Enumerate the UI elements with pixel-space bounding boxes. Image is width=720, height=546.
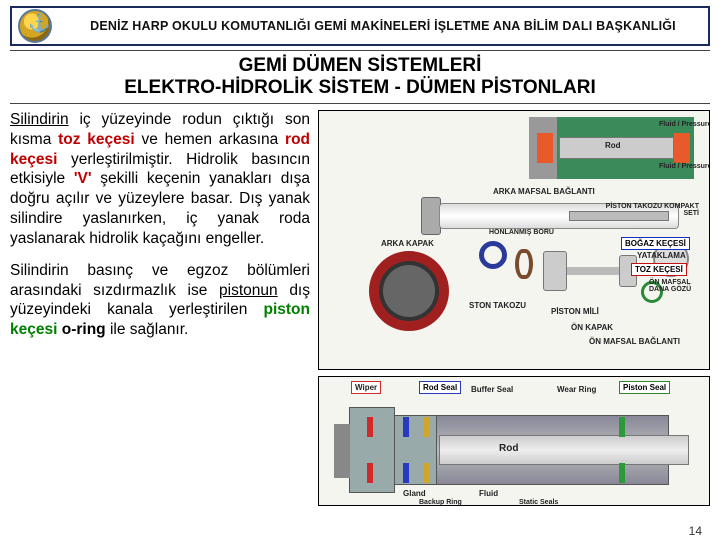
d1-yataklama: YATAKLAMA — [637, 251, 686, 260]
p2-g: ile sağlanır. — [106, 321, 189, 338]
d1-piston-block — [543, 251, 567, 291]
d2-wiper-seal — [367, 417, 373, 437]
d2-buffer-seal-b — [423, 463, 429, 483]
d1-piston-takozu-set: PİSTON TAKOZU KOMPAKT SETİ — [599, 203, 699, 217]
header-text: DENİZ HARP OKULU KOMUTANLIĞI GEMİ MAKİNE… — [58, 19, 708, 33]
p1-v: 'V' — [74, 170, 92, 187]
d2-gland-lbl: Gland — [403, 489, 426, 498]
d1-top-seal-left — [537, 133, 553, 163]
d1-fluid-2: Fluid / Pressure — [659, 163, 710, 170]
header-bar: DENİZ HARP OKULU KOMUTANLIĞI GEMİ MAKİNE… — [10, 6, 710, 46]
d1-brown-ring — [515, 249, 533, 279]
p2-oring: o-ring — [62, 321, 106, 338]
d1-arka-kapak: ARKA KAPAK — [381, 239, 434, 248]
d1-honlanmis: HONLANMIŞ BORU — [489, 229, 554, 236]
d1-toz-box: TOZ KEÇESİ — [631, 263, 687, 276]
d1-piston-mil — [567, 267, 627, 275]
paragraph-2: Silindirin basınç ve egzoz bölümleri ara… — [10, 261, 310, 340]
d2-rod-seal-b — [403, 463, 409, 483]
d2-wiper-seal-b — [367, 463, 373, 483]
d1-ston-takozu: STON TAKOZU — [469, 301, 526, 310]
d1-blue-ring — [479, 241, 507, 269]
d1-on-kapak: ÖN KAPAK — [571, 323, 613, 332]
d2-wiper-box: Wiper — [351, 381, 381, 394]
d2-backup-lbl: Backup Ring — [419, 499, 462, 506]
p2-pistonun: pistonun — [219, 282, 278, 299]
page-number: 14 — [689, 524, 702, 538]
d2-piston-seal-shape — [619, 417, 625, 437]
title-block: GEMİ DÜMEN SİSTEMLERİ ELEKTRO-HİDROLİK S… — [10, 50, 710, 104]
d2-fluid-lbl: Fluid — [479, 489, 498, 498]
diagram-1: Rod Fluid / Pressure Fluid / Pressure AR… — [318, 110, 710, 370]
d2-piston-seal-b — [619, 463, 625, 483]
d2-rodseal-box: Rod Seal — [419, 381, 461, 394]
d1-on-mafsal-bag: ÖN MAFSAL BAĞLANTI — [589, 337, 680, 346]
d1-piston-mili-lbl: PİSTON MİLİ — [551, 307, 599, 316]
d1-on-mafsal: ÖN MAFSAL DANA GÖZÜ — [649, 279, 705, 293]
d1-rear-cap — [421, 197, 441, 235]
d1-rod-label: Rod — [605, 141, 621, 150]
d1-seal-ring — [369, 251, 449, 331]
d2-buffer-seal-shape — [423, 417, 429, 437]
d2-piston-box: Piston Seal — [619, 381, 670, 394]
d2-static-lbl: Static Seals — [519, 499, 558, 506]
d1-fluid-1: Fluid / Pressure — [659, 121, 710, 128]
content: Silindirin iç yüzeyinde rodun çıktığı so… — [0, 110, 720, 506]
title-line-2: ELEKTRO-HİDROLİK SİSTEM - DÜMEN PİSTONLA… — [10, 77, 710, 99]
d2-wear-lbl: Wear Ring — [557, 385, 596, 394]
paragraph-1: Silindirin iç yüzeyinde rodun çıktığı so… — [10, 110, 310, 249]
d2-rod — [439, 435, 689, 465]
p1-silindirin: Silindirin — [10, 111, 69, 128]
title-line-1: GEMİ DÜMEN SİSTEMLERİ — [10, 55, 710, 77]
d2-rod-seal-shape — [403, 417, 409, 437]
p1-toz-kecesi: toz keçesi — [58, 131, 135, 148]
d2-gland — [393, 415, 437, 485]
diagram-2: Wiper Rod Seal Buffer Seal Wear Ring Pis… — [318, 376, 710, 506]
d1-top-seal-right — [674, 133, 690, 163]
diagram-column: Rod Fluid / Pressure Fluid / Pressure AR… — [318, 110, 710, 506]
p1-d: ve hemen arkasına — [135, 131, 285, 148]
text-column: Silindirin iç yüzeyinde rodun çıktığı so… — [10, 110, 310, 506]
d2-buffer-lbl: Buffer Seal — [471, 385, 513, 394]
d2-rod-lbl: Rod — [499, 443, 518, 454]
d1-arka-mafsal: ARKA MAFSAL BAĞLANTI — [493, 187, 595, 196]
emblem-icon — [18, 9, 52, 43]
d1-bogaz-box: BOĞAZ KEÇESİ — [621, 237, 690, 250]
